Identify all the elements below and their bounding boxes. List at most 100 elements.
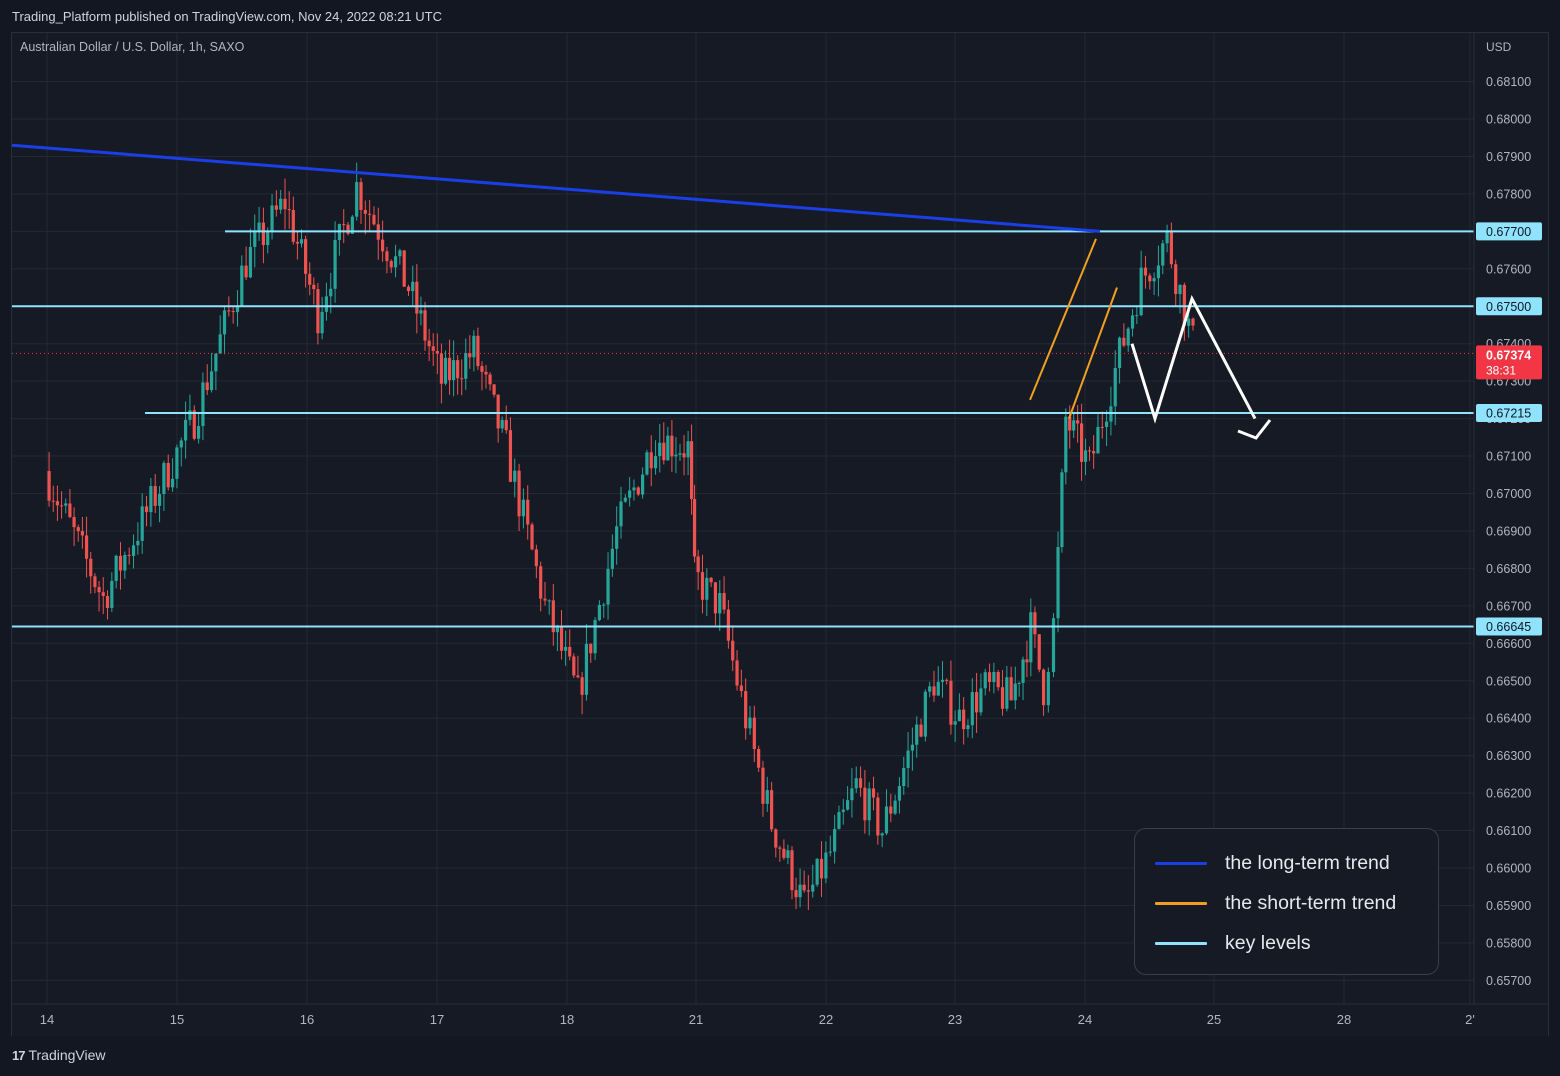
candle-body xyxy=(1076,420,1080,424)
price-tick-label: 0.65800 xyxy=(1486,936,1531,950)
candle-body xyxy=(118,555,123,571)
candle-body xyxy=(670,435,674,457)
candle-body xyxy=(526,499,530,525)
candle-body xyxy=(1000,687,1005,709)
candle-body xyxy=(871,788,876,798)
candle-body xyxy=(837,811,841,829)
candle-body xyxy=(880,833,884,836)
legend-item-key-levels: key levels xyxy=(1155,923,1438,963)
candle-body xyxy=(970,692,974,726)
candle-body xyxy=(346,224,350,234)
candle-body xyxy=(80,531,85,536)
candle-body xyxy=(439,353,444,384)
candle-body xyxy=(261,222,265,246)
price-tick-label: 0.66800 xyxy=(1486,562,1531,576)
candle-body xyxy=(1191,318,1195,326)
candle-body xyxy=(678,453,682,455)
time-tick-label: 24 xyxy=(1078,1012,1092,1027)
candle-body xyxy=(996,672,1000,688)
legend-swatch-short-term xyxy=(1155,901,1207,905)
candle-body xyxy=(786,850,790,858)
candle-body xyxy=(726,609,730,641)
candle-body xyxy=(406,286,411,292)
currency-label: USD xyxy=(1486,40,1512,54)
candle-body xyxy=(93,576,97,588)
legend-label: the long-term trend xyxy=(1225,851,1390,874)
candle-body xyxy=(1051,618,1056,673)
candle-body xyxy=(1178,284,1182,295)
candle-body xyxy=(658,442,662,457)
bottom-bar xyxy=(0,1040,1560,1076)
symbol-title: Australian Dollar / U.S. Dollar, 1h, SAX… xyxy=(20,40,245,54)
tradingview-logo[interactable]: 17 TradingView xyxy=(12,1047,106,1063)
price-tick-label: 0.65900 xyxy=(1486,899,1531,913)
candle-body xyxy=(1037,634,1041,670)
candle-body xyxy=(1041,669,1046,706)
candle-body xyxy=(342,224,346,226)
candle-body xyxy=(1126,328,1130,346)
candle-body xyxy=(1135,315,1139,317)
candle-body xyxy=(686,441,690,458)
short-term-trend-upper xyxy=(1029,238,1097,401)
price-tick-label: 0.66600 xyxy=(1486,637,1531,651)
candle-body xyxy=(299,239,304,244)
candle-body xyxy=(253,232,257,247)
candle-body xyxy=(500,419,504,429)
candle-body xyxy=(1087,450,1092,452)
candle-body xyxy=(744,691,748,729)
candle-body xyxy=(534,549,538,567)
candle-body xyxy=(619,501,623,527)
candle-body xyxy=(979,688,983,713)
candle-body xyxy=(945,679,949,681)
candle-body xyxy=(819,858,824,879)
candle-body xyxy=(423,310,427,341)
candle-body xyxy=(214,353,218,372)
candle-body xyxy=(363,209,367,214)
candle-body xyxy=(197,426,201,439)
candle-body xyxy=(359,182,363,210)
price-axis-panel xyxy=(1474,33,1548,1004)
candle-body xyxy=(84,535,89,559)
candle-body xyxy=(1017,682,1021,684)
candle-body xyxy=(415,281,419,314)
key-level-badge xyxy=(1476,403,1542,422)
candle-body xyxy=(51,500,55,502)
candle-body xyxy=(521,499,525,517)
candle-body xyxy=(790,850,794,891)
candle-body xyxy=(666,435,670,461)
candle-body xyxy=(110,580,114,608)
candle-body xyxy=(889,806,893,814)
candle-body xyxy=(576,675,580,678)
candle-body xyxy=(992,672,996,682)
candle-body xyxy=(64,503,68,506)
key-level-badge-label: 0.67215 xyxy=(1486,406,1531,420)
price-tick-label: 0.67900 xyxy=(1486,150,1531,164)
candle-body xyxy=(1113,367,1117,407)
time-tick-label: 18 xyxy=(560,1012,574,1027)
projection-arrowhead xyxy=(1237,419,1272,440)
candle-body xyxy=(1148,275,1152,282)
legend-swatch-long-term xyxy=(1155,861,1207,865)
candle-body xyxy=(828,851,832,853)
candle-body xyxy=(735,660,739,686)
candle-body xyxy=(101,592,105,596)
candle-body xyxy=(628,490,632,498)
candle-body xyxy=(443,357,448,384)
candle-body xyxy=(966,725,970,730)
candle-body xyxy=(1005,677,1009,709)
candle-body xyxy=(287,209,291,211)
candle-body xyxy=(257,222,261,233)
candle-body xyxy=(488,374,492,385)
candle-body xyxy=(266,232,270,246)
price-tick-label: 0.68100 xyxy=(1486,75,1531,89)
candle-body xyxy=(824,852,828,879)
candle-body xyxy=(1165,230,1169,244)
candle-body xyxy=(649,452,653,469)
candle-body xyxy=(162,462,166,495)
candle-body xyxy=(283,198,287,210)
candle-body xyxy=(1187,318,1191,326)
projection-path xyxy=(1130,294,1257,424)
candle-body xyxy=(802,884,806,891)
candle-body xyxy=(568,646,572,657)
